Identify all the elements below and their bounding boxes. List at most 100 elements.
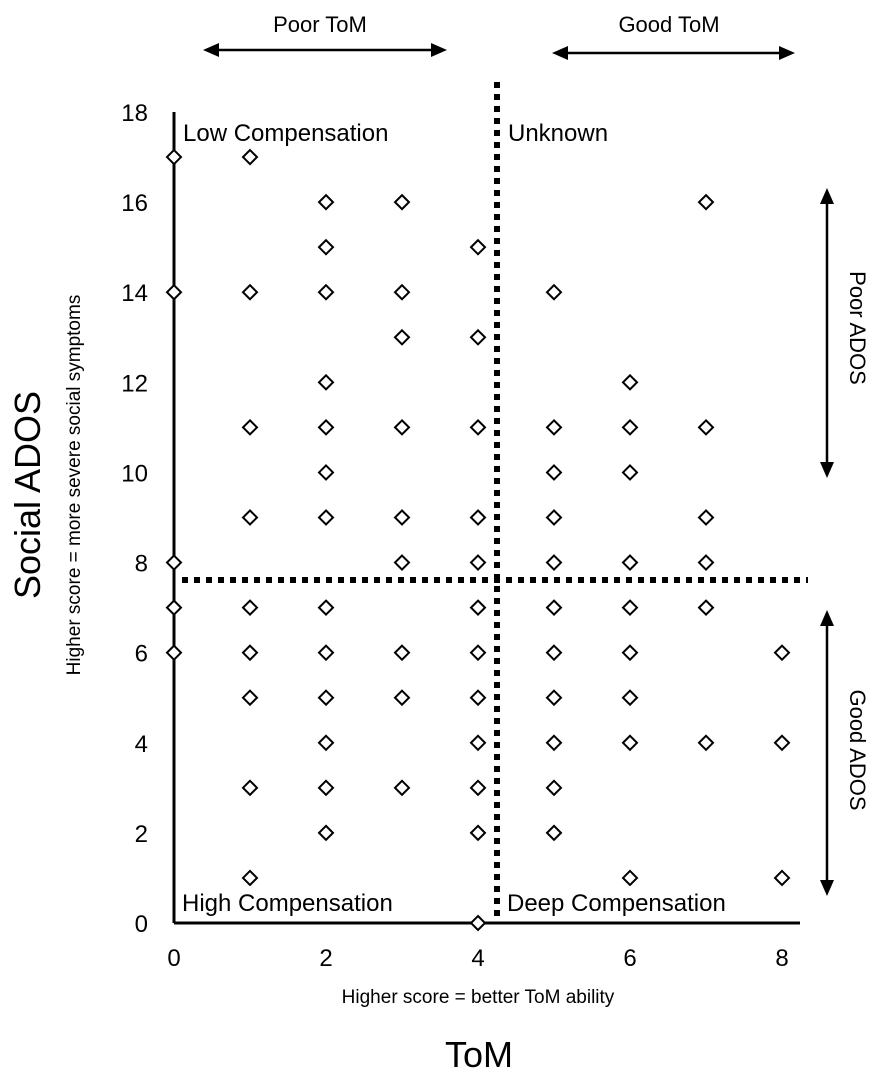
data-point: [317, 824, 335, 842]
data-point: [469, 509, 487, 526]
data-point: [317, 238, 335, 256]
data-point: [545, 824, 563, 842]
y-tick-label: 14: [121, 280, 148, 307]
x-tick-label: 4: [471, 945, 484, 972]
data-point: [697, 193, 715, 211]
data-point: [469, 779, 487, 797]
data-point: [545, 599, 563, 617]
data-point: [393, 779, 411, 797]
data-point: [621, 599, 639, 617]
data-point: [545, 509, 563, 526]
data-point: [165, 554, 183, 571]
data-point: [241, 418, 259, 436]
data-point: [317, 464, 335, 481]
y-tick-label: 10: [121, 460, 148, 487]
data-point: [469, 418, 487, 436]
x-tick-label: 2: [319, 945, 332, 972]
data-point: [773, 644, 791, 662]
data-point: [393, 418, 411, 436]
data-point: [697, 509, 715, 526]
quadrant-label-unknown: Unknown: [508, 120, 608, 147]
data-point: [621, 464, 639, 481]
data-point: [317, 283, 335, 301]
data-point: [241, 869, 259, 887]
good-ados-arrow: [820, 610, 834, 896]
data-point: [317, 509, 335, 526]
data-point: [545, 779, 563, 797]
poor-tom-arrow: [203, 43, 447, 57]
data-point: [241, 509, 259, 526]
good-ados-label: Good ADOS: [845, 689, 870, 810]
data-point: [545, 418, 563, 436]
y-tick-label: 4: [135, 731, 148, 758]
y-tick-label: 16: [121, 190, 148, 217]
data-point: [317, 373, 335, 391]
data-point: [621, 373, 639, 391]
data-point: [545, 689, 563, 707]
y-axis-title: Social ADOS: [7, 391, 48, 599]
data-point: [393, 689, 411, 707]
good-tom-label: Good ToM: [618, 12, 719, 37]
y-axis-sublabel: Higher score = more severe social sympto…: [64, 295, 85, 676]
x-axis-title: ToM: [445, 1034, 513, 1075]
quadrant-label-deep-compensation: Deep Compensation: [507, 890, 726, 917]
data-point: [241, 148, 259, 166]
data-point: [393, 193, 411, 211]
x-tick-label: 0: [167, 945, 180, 972]
data-point: [469, 914, 487, 932]
x-tick-label: 6: [623, 945, 636, 972]
data-point: [469, 689, 487, 707]
x-tick-label: 8: [775, 945, 788, 972]
data-point: [317, 644, 335, 662]
y-tick-label: 6: [135, 641, 148, 668]
data-point: [241, 644, 259, 662]
data-point: [241, 689, 259, 707]
data-point: [621, 734, 639, 752]
data-point: [545, 464, 563, 481]
data-point: [393, 283, 411, 301]
data-point: [469, 644, 487, 662]
data-point: [545, 283, 563, 301]
data-point: [317, 689, 335, 707]
data-point: [393, 554, 411, 571]
quadrant-label-high-compensation: High Compensation: [182, 890, 393, 917]
y-tick-label: 8: [135, 551, 148, 578]
data-point: [621, 418, 639, 436]
data-point: [241, 283, 259, 301]
data-point: [469, 599, 487, 617]
good-tom-arrow: [552, 46, 795, 60]
data-point: [317, 193, 335, 211]
data-point: [545, 734, 563, 752]
data-point: [393, 328, 411, 346]
poor-ados-label: Poor ADOS: [845, 271, 870, 385]
data-point: [165, 644, 183, 662]
y-tick-label: 18: [121, 100, 148, 127]
y-tick-label: 0: [135, 911, 148, 938]
data-point: [241, 779, 259, 797]
data-point: [773, 734, 791, 752]
data-point: [773, 869, 791, 887]
data-point: [469, 734, 487, 752]
data-point: [317, 779, 335, 797]
data-point: [241, 599, 259, 617]
x-axis-sublabel: Higher score = better ToM ability: [342, 987, 615, 1008]
data-point: [165, 148, 183, 166]
y-tick-label: 12: [121, 370, 148, 397]
data-point: [469, 824, 487, 842]
y-tick-label: 2: [135, 821, 148, 848]
data-point: [697, 599, 715, 617]
data-point: [545, 644, 563, 662]
data-point: [697, 418, 715, 436]
data-point: [697, 554, 715, 571]
data-point: [621, 554, 639, 571]
data-point: [393, 644, 411, 662]
quadrant-label-low-compensation: Low Compensation: [183, 120, 388, 147]
data-point: [393, 509, 411, 526]
data-point: [317, 734, 335, 752]
data-point: [317, 599, 335, 617]
data-point: [165, 283, 183, 301]
data-point: [469, 554, 487, 571]
data-point: [165, 599, 183, 617]
data-point: [317, 418, 335, 436]
